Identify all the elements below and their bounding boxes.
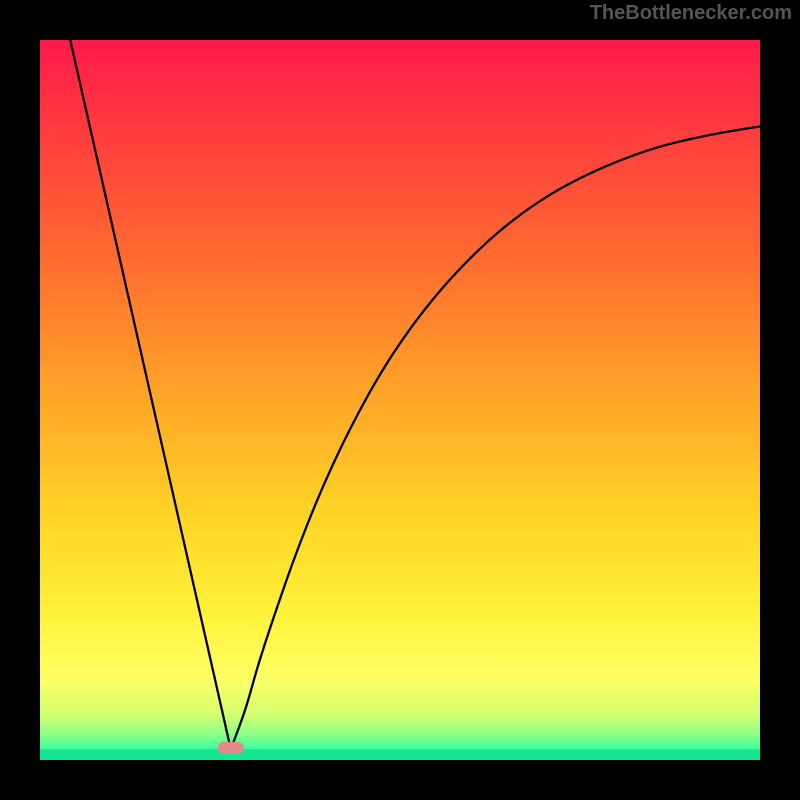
bottleneck-chart-svg [0,0,800,800]
watermark-text: TheBottlenecker.com [590,2,792,25]
vertex-marker [218,742,244,754]
chart-bottom-band [40,749,760,760]
chart-container: TheBottlenecker.com [0,0,800,800]
